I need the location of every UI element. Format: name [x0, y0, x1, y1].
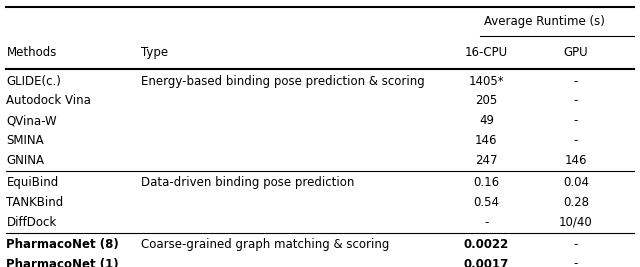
Text: Average Runtime (s): Average Runtime (s) — [484, 15, 604, 28]
Text: Coarse-grained graph matching & scoring: Coarse-grained graph matching & scoring — [141, 238, 389, 251]
Text: QVina-W: QVina-W — [6, 114, 57, 127]
Text: DiffDock: DiffDock — [6, 215, 57, 229]
Text: 0.16: 0.16 — [474, 176, 499, 189]
Text: 247: 247 — [475, 154, 498, 167]
Text: 0.0022: 0.0022 — [464, 238, 509, 251]
Text: 49: 49 — [479, 114, 494, 127]
Text: GLIDE(c.): GLIDE(c.) — [6, 74, 61, 88]
Text: Energy-based binding pose prediction & scoring: Energy-based binding pose prediction & s… — [141, 74, 424, 88]
Text: GPU: GPU — [564, 46, 588, 59]
Text: Methods: Methods — [6, 46, 57, 59]
Text: -: - — [574, 114, 578, 127]
Text: -: - — [484, 215, 488, 229]
Text: Data-driven binding pose prediction: Data-driven binding pose prediction — [141, 176, 354, 189]
Text: -: - — [574, 134, 578, 147]
Text: 0.28: 0.28 — [563, 196, 589, 209]
Text: EquiBind: EquiBind — [6, 176, 59, 189]
Text: SMINA: SMINA — [6, 134, 44, 147]
Text: 205: 205 — [476, 94, 497, 107]
Text: 146: 146 — [564, 154, 588, 167]
Text: -: - — [574, 74, 578, 88]
Text: 16-CPU: 16-CPU — [465, 46, 508, 59]
Text: 146: 146 — [475, 134, 498, 147]
Text: -: - — [574, 257, 578, 267]
Text: TANKBind: TANKBind — [6, 196, 63, 209]
Text: 1405*: 1405* — [468, 74, 504, 88]
Text: PharmacoNet (1): PharmacoNet (1) — [6, 257, 119, 267]
Text: 0.54: 0.54 — [474, 196, 499, 209]
Text: 10/40: 10/40 — [559, 215, 593, 229]
Text: -: - — [574, 94, 578, 107]
Text: Autodock Vina: Autodock Vina — [6, 94, 92, 107]
Text: GNINA: GNINA — [6, 154, 44, 167]
Text: 0.04: 0.04 — [563, 176, 589, 189]
Text: -: - — [574, 238, 578, 251]
Text: PharmacoNet (8): PharmacoNet (8) — [6, 238, 119, 251]
Text: 0.0017: 0.0017 — [464, 257, 509, 267]
Text: Type: Type — [141, 46, 168, 59]
